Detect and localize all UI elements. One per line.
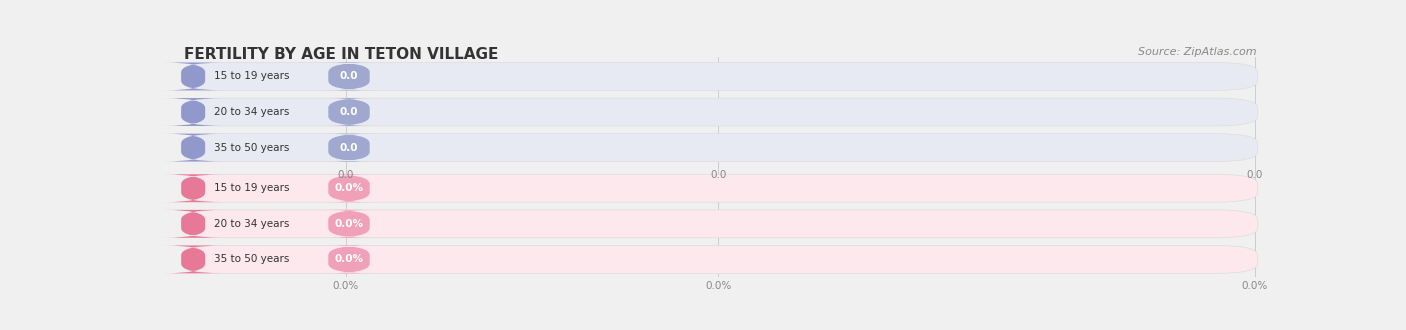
- FancyBboxPatch shape: [163, 174, 224, 202]
- FancyBboxPatch shape: [328, 210, 370, 238]
- FancyBboxPatch shape: [181, 62, 1258, 90]
- FancyBboxPatch shape: [163, 62, 224, 90]
- Text: 20 to 34 years: 20 to 34 years: [214, 219, 290, 229]
- Text: 0.0%: 0.0%: [335, 254, 364, 264]
- Text: 0.0%: 0.0%: [335, 183, 364, 193]
- FancyBboxPatch shape: [163, 210, 224, 238]
- Text: 35 to 50 years: 35 to 50 years: [214, 254, 290, 264]
- Text: 0.0: 0.0: [340, 71, 359, 82]
- Text: 0.0: 0.0: [340, 107, 359, 117]
- Text: 0.0%: 0.0%: [1241, 281, 1268, 291]
- FancyBboxPatch shape: [328, 174, 370, 202]
- Text: 0.0%: 0.0%: [706, 281, 731, 291]
- Text: 15 to 19 years: 15 to 19 years: [214, 183, 290, 193]
- Text: FERTILITY BY AGE IN TETON VILLAGE: FERTILITY BY AGE IN TETON VILLAGE: [184, 47, 499, 62]
- FancyBboxPatch shape: [328, 62, 370, 90]
- FancyBboxPatch shape: [328, 98, 370, 126]
- FancyBboxPatch shape: [181, 98, 1258, 126]
- FancyBboxPatch shape: [181, 210, 1258, 238]
- Text: 0.0: 0.0: [337, 171, 354, 181]
- FancyBboxPatch shape: [163, 246, 224, 273]
- FancyBboxPatch shape: [181, 134, 1258, 162]
- FancyBboxPatch shape: [181, 174, 1258, 202]
- FancyBboxPatch shape: [328, 134, 370, 162]
- Text: 0.0: 0.0: [340, 143, 359, 152]
- Text: Source: ZipAtlas.com: Source: ZipAtlas.com: [1137, 47, 1257, 57]
- FancyBboxPatch shape: [163, 134, 224, 162]
- Text: 0.0: 0.0: [1246, 171, 1263, 181]
- Text: 35 to 50 years: 35 to 50 years: [214, 143, 290, 152]
- Text: 0.0: 0.0: [710, 171, 727, 181]
- Text: 15 to 19 years: 15 to 19 years: [214, 71, 290, 82]
- FancyBboxPatch shape: [181, 246, 1258, 273]
- Text: 20 to 34 years: 20 to 34 years: [214, 107, 290, 117]
- FancyBboxPatch shape: [163, 98, 224, 126]
- Text: 0.0%: 0.0%: [333, 281, 359, 291]
- FancyBboxPatch shape: [328, 246, 370, 273]
- Text: 0.0%: 0.0%: [335, 219, 364, 229]
